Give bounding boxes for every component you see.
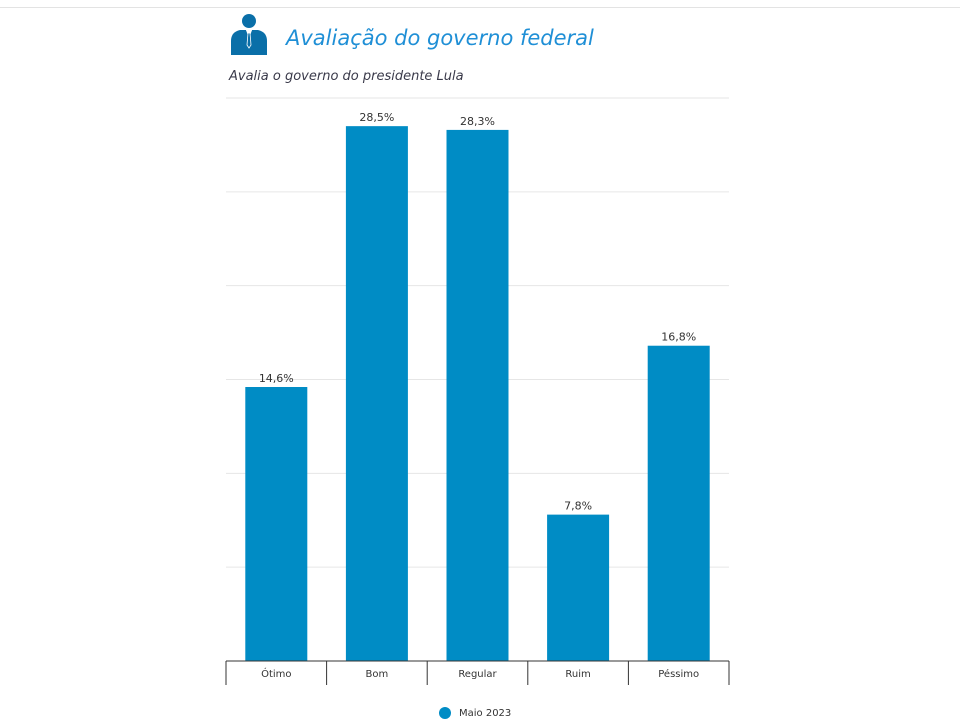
x-tick-label: Ruim <box>565 669 590 680</box>
chart-title: Avaliação do governo federal <box>286 26 594 50</box>
legend-swatch <box>439 707 451 719</box>
person-in-suit-icon <box>231 14 267 55</box>
data-label: 16,8% <box>661 331 696 344</box>
x-tick-label: Ótimo <box>261 667 291 680</box>
data-label: 28,5% <box>359 111 394 124</box>
data-label: 7,8% <box>564 500 592 513</box>
top-divider <box>0 7 960 8</box>
legend-label: Maio 2023 <box>459 707 512 719</box>
bar <box>547 514 610 661</box>
data-label: 28,3% <box>460 115 495 128</box>
bar <box>245 387 308 661</box>
chart-subtitle: Avalia o governo do presidente Lula <box>229 69 464 84</box>
bar <box>345 126 408 661</box>
bar <box>647 345 710 661</box>
bar <box>446 129 509 662</box>
legend[interactable]: Maio 2023 <box>439 706 511 720</box>
x-tick-label: Regular <box>458 669 497 680</box>
x-tick-label: Bom <box>366 669 389 680</box>
x-tick-label: Péssimo <box>658 668 699 680</box>
data-label: 14,6% <box>259 372 294 385</box>
